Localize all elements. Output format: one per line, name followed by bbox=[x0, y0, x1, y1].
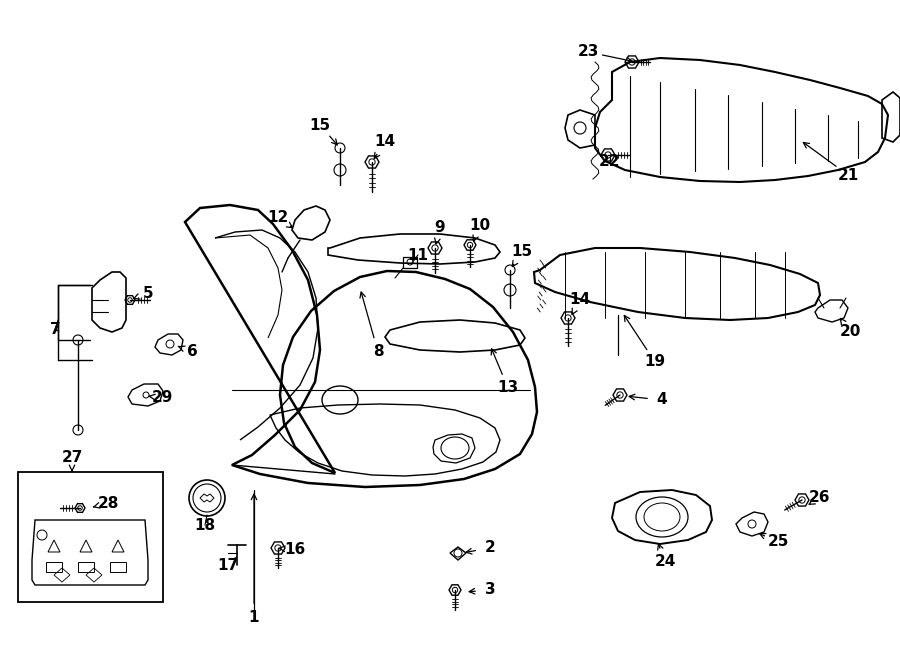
Text: 29: 29 bbox=[151, 391, 173, 405]
Text: 5: 5 bbox=[143, 286, 153, 301]
Circle shape bbox=[504, 284, 516, 296]
Text: 14: 14 bbox=[374, 134, 396, 149]
Text: 7: 7 bbox=[50, 323, 60, 338]
Text: 16: 16 bbox=[284, 543, 306, 557]
Text: 4: 4 bbox=[657, 393, 667, 407]
Text: 28: 28 bbox=[97, 496, 119, 510]
Text: 24: 24 bbox=[654, 555, 676, 570]
Text: 14: 14 bbox=[570, 293, 590, 307]
Text: 23: 23 bbox=[577, 44, 598, 59]
Text: 6: 6 bbox=[186, 344, 197, 360]
Text: 18: 18 bbox=[194, 518, 216, 533]
Text: 2: 2 bbox=[484, 541, 495, 555]
Circle shape bbox=[334, 164, 346, 176]
Text: 8: 8 bbox=[373, 344, 383, 360]
FancyBboxPatch shape bbox=[18, 472, 163, 602]
Text: 11: 11 bbox=[408, 247, 428, 262]
Text: 15: 15 bbox=[511, 245, 533, 260]
Text: 10: 10 bbox=[470, 217, 490, 233]
Text: 9: 9 bbox=[435, 221, 446, 235]
Text: 13: 13 bbox=[498, 381, 518, 395]
Text: 3: 3 bbox=[485, 582, 495, 598]
Text: 22: 22 bbox=[599, 155, 621, 169]
Text: 20: 20 bbox=[840, 325, 860, 340]
Text: 15: 15 bbox=[310, 118, 330, 132]
Text: 21: 21 bbox=[837, 167, 859, 182]
Text: 12: 12 bbox=[267, 210, 289, 225]
Text: 27: 27 bbox=[61, 451, 83, 465]
Text: 17: 17 bbox=[218, 557, 238, 572]
Text: 19: 19 bbox=[644, 354, 666, 369]
Text: 1: 1 bbox=[248, 611, 259, 625]
Text: 25: 25 bbox=[768, 535, 788, 549]
Text: 26: 26 bbox=[809, 490, 831, 506]
